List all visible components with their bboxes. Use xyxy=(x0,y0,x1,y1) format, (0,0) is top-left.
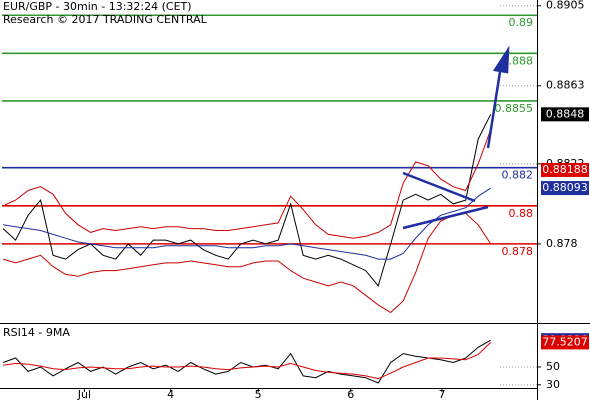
price-tag xyxy=(541,181,589,196)
level-label: 0.878 xyxy=(502,245,534,258)
series-line xyxy=(2,129,492,239)
y-tick-label: 50 xyxy=(546,360,560,373)
chart-subtitle: Research © 2017 TRADING CENTRAL xyxy=(3,13,208,26)
price-tag xyxy=(541,335,589,350)
x-tick-label: 5 xyxy=(255,388,262,400)
x-tick-label: 6 xyxy=(347,388,354,400)
level-label: 0.89 xyxy=(509,16,534,29)
price-tag-label: 0.88188 xyxy=(542,163,588,176)
price-tag-label: 0.8848 xyxy=(546,107,585,120)
triangle-pattern xyxy=(402,45,510,230)
price-tag xyxy=(541,162,589,177)
y-tick-label: 0.8863 xyxy=(546,79,585,92)
series-line xyxy=(3,187,491,260)
series-line xyxy=(2,212,492,314)
level-label: 0.8855 xyxy=(495,102,534,115)
y-tick-label: 0.878 xyxy=(546,237,578,250)
rsi-title: RSI14 - 9MA xyxy=(3,326,70,339)
level-label: 0.88 xyxy=(509,207,534,220)
chart-title: EUR/GBP - 30min - 13:32:24 (CET) xyxy=(3,0,192,13)
x-tick-label: 4 xyxy=(167,388,174,400)
price-tag xyxy=(541,107,589,122)
level-label: 0.888 xyxy=(502,54,534,67)
x-tick-label: 7 xyxy=(438,388,445,400)
level-label: 0.882 xyxy=(502,169,534,182)
y-tick-label: 30 xyxy=(546,378,560,391)
x-tick-label: Jul xyxy=(77,388,91,400)
y-tick-label: 0.8905 xyxy=(546,0,585,12)
series-line xyxy=(2,114,492,287)
price-tag-label: 77.5207 xyxy=(542,335,588,348)
price-tag-label: 0.88093 xyxy=(542,181,588,194)
series-line xyxy=(3,342,492,380)
